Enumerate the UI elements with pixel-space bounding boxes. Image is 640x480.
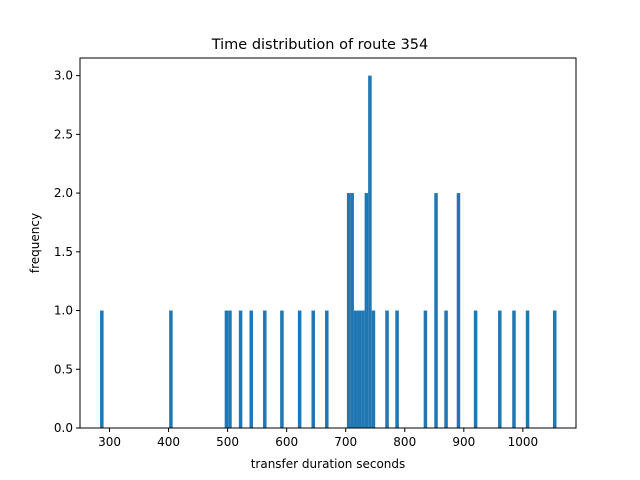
histogram-bar-18: [371, 310, 376, 428]
bars-group: [100, 75, 557, 429]
histogram-bar-6: [263, 310, 267, 428]
y-tick-label-0: 0.0: [54, 421, 73, 435]
y-tick-label-1: 0.5: [54, 362, 73, 376]
histogram-bar-17: [368, 75, 372, 429]
y-axis-ticks: 0.0 0.5 1.0 1.5 2.0 2.5 3.0: [54, 69, 80, 435]
histogram-bar-4: [238, 310, 243, 428]
y-tick-label-4: 2.0: [54, 186, 73, 200]
x-axis-ticks: 300 400 500 600 700 800 900 1000: [98, 428, 538, 449]
histogram-bar-22: [434, 193, 438, 428]
histogram-bar-16: [364, 193, 369, 428]
histogram-bar-10: [325, 310, 329, 428]
histogram-bar-28: [525, 310, 530, 428]
histogram-bar-2: [224, 310, 229, 428]
histogram-bar-14: [357, 310, 362, 428]
histogram-bar-25: [473, 310, 478, 428]
x-tick-label-3: 600: [275, 435, 298, 449]
histogram-bar-20: [395, 310, 399, 428]
y-tick-label-6: 3.0: [54, 69, 73, 83]
histogram-bar-24: [456, 193, 461, 428]
histogram-bar-27: [512, 310, 516, 428]
histogram-bar-3: [228, 310, 232, 428]
plot-frame: [79, 57, 577, 429]
histogram-bar-29: [552, 310, 557, 428]
histogram-bar-26: [498, 310, 502, 428]
histogram-bar-15: [361, 310, 365, 428]
histogram-bar-13: [353, 310, 358, 428]
histogram-bar-9: [311, 310, 315, 428]
histogram-bar-23: [444, 310, 448, 428]
histogram-bar-21: [423, 310, 428, 428]
histogram-bar-12: [350, 193, 354, 428]
x-tick-label-4: 700: [334, 435, 357, 449]
chart-title: Time distribution of route 354: [211, 37, 429, 53]
y-tick-label-2: 1.0: [54, 304, 73, 318]
histogram-bar-1: [169, 310, 173, 428]
histogram-bar-19: [385, 310, 389, 428]
y-tick-label-3: 1.5: [54, 245, 73, 259]
y-axis-label: frequency: [28, 213, 42, 273]
x-tick-label-2: 500: [216, 435, 239, 449]
histogram-bar-0: [100, 310, 104, 428]
histogram-bar-11: [346, 193, 351, 428]
x-tick-label-0: 300: [98, 435, 121, 449]
histogram-bar-7: [280, 310, 284, 428]
x-axis-label: transfer duration seconds: [251, 457, 406, 471]
histogram-bar-8: [297, 310, 302, 428]
x-tick-label-7: 1000: [508, 435, 539, 449]
x-tick-label-1: 400: [157, 435, 180, 449]
x-tick-label-6: 900: [452, 435, 475, 449]
histogram-bar-5: [249, 310, 253, 428]
y-tick-label-5: 2.5: [54, 127, 73, 141]
x-tick-label-5: 800: [393, 435, 416, 449]
